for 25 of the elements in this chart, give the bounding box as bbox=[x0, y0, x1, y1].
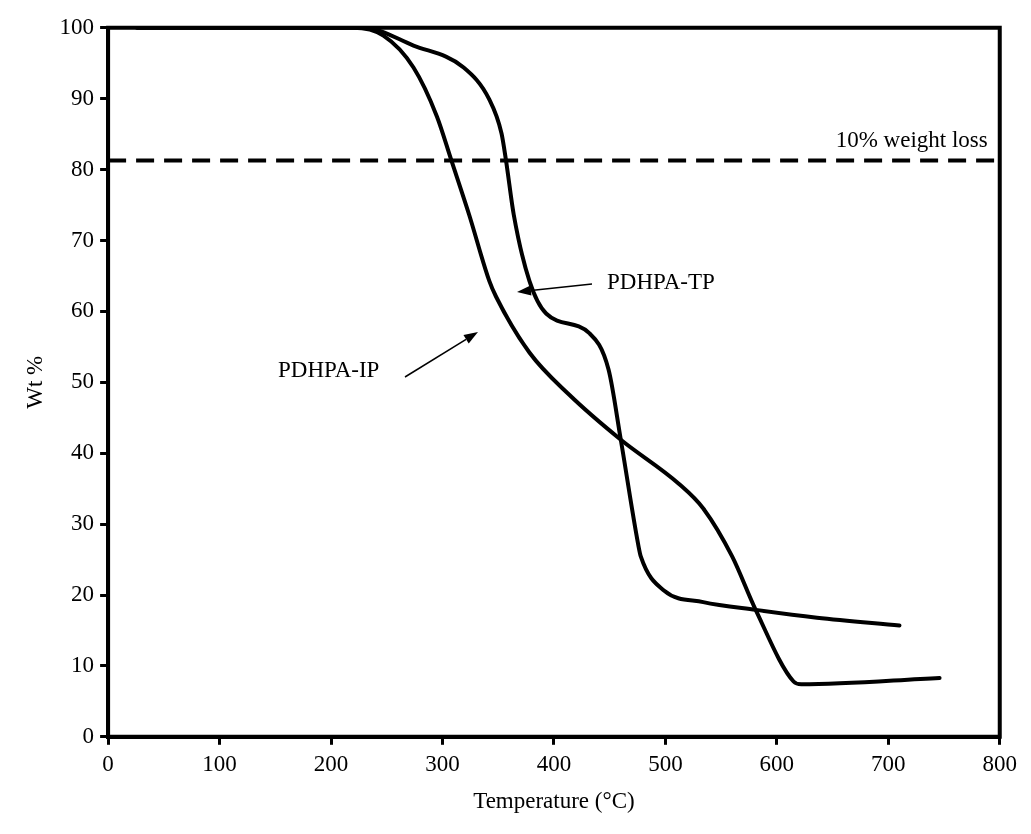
y-tick-label: 0 bbox=[82, 722, 95, 748]
x-tick-label: 200 bbox=[313, 750, 349, 776]
y-tick-label: 30 bbox=[71, 510, 95, 536]
y-tick-label: 100 bbox=[59, 13, 95, 39]
x-tick-label: 100 bbox=[202, 750, 237, 776]
ref-line-label: 10% weight loss bbox=[835, 126, 988, 152]
y-tick-label: 40 bbox=[71, 439, 95, 465]
y-tick-label: 50 bbox=[71, 368, 95, 394]
x-tick-label: 700 bbox=[871, 750, 906, 776]
y-tick-label: 90 bbox=[71, 84, 95, 110]
x-tick-label: 400 bbox=[536, 750, 572, 776]
x-tick-label: 600 bbox=[759, 750, 795, 776]
annotation: PDHPA-TP bbox=[607, 268, 715, 296]
y-tick-label: 10 bbox=[71, 651, 95, 677]
y-tick-label: 20 bbox=[71, 581, 95, 607]
annotation: PDHPA-IP bbox=[278, 356, 380, 384]
x-tick-label: 0 bbox=[102, 750, 114, 776]
x-axis-title: Temperature (°C) bbox=[473, 788, 635, 814]
y-tick-label: 80 bbox=[71, 155, 95, 181]
y-tick-label: 70 bbox=[71, 226, 95, 252]
y-tick-label: 60 bbox=[71, 297, 95, 323]
x-tick-label: 800 bbox=[982, 750, 1017, 776]
x-tick-label: 500 bbox=[648, 750, 683, 776]
y-axis-title: Wt % bbox=[21, 355, 47, 409]
x-tick-label: 300 bbox=[425, 750, 460, 776]
